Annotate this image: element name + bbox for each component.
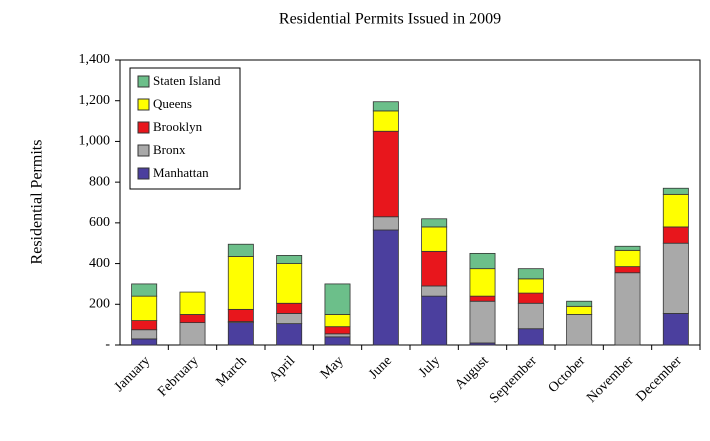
legend-label: Bronx — [153, 142, 186, 157]
y-tick-label: 1,000 — [79, 134, 111, 149]
bar-segment — [421, 218, 448, 228]
bar-segment — [614, 266, 641, 274]
bar-segment — [372, 110, 399, 132]
bar-segment — [614, 272, 641, 346]
bar-segment — [662, 193, 689, 228]
x-tick-label: September — [487, 353, 540, 406]
bar-segment — [517, 292, 544, 304]
bar-segment — [421, 295, 448, 346]
legend-label: Manhattan — [153, 165, 209, 180]
bar-segment — [469, 252, 496, 270]
bar-segment — [421, 226, 448, 252]
bar-segment — [517, 328, 544, 346]
bar-segment — [227, 243, 254, 257]
legend-swatch — [137, 75, 150, 88]
y-tick-label: 1,400 — [79, 52, 111, 67]
bar-segment — [276, 323, 303, 346]
bar-segment — [131, 338, 158, 346]
legend-label: Brooklyn — [153, 119, 203, 134]
bar-segment — [566, 305, 593, 315]
x-tick-label: October — [546, 353, 589, 396]
bar-segment — [324, 326, 351, 335]
x-tick-label: February — [155, 353, 201, 399]
legend-swatch — [137, 98, 150, 111]
x-tick-label: January — [112, 353, 153, 394]
bar-segment — [614, 249, 641, 268]
bar-segment — [469, 295, 496, 302]
bar-segment — [469, 268, 496, 297]
bar-segment — [324, 336, 351, 346]
bar-segment — [324, 333, 351, 338]
x-tick-label: August — [452, 353, 491, 392]
bar-segment — [662, 242, 689, 314]
bar-segment — [421, 250, 448, 287]
y-tick-label: 1,200 — [79, 93, 111, 108]
legend-swatch — [137, 121, 150, 134]
bar-segment — [131, 320, 158, 331]
bar-segment — [662, 187, 689, 195]
bar-segment — [276, 302, 303, 314]
bar-segment — [372, 101, 399, 112]
bar-segment — [421, 285, 448, 297]
bar-segment — [662, 313, 689, 346]
bar-segment — [179, 314, 206, 324]
bar-segment — [131, 283, 158, 297]
bar-segment — [372, 229, 399, 346]
bar-segment — [566, 314, 593, 346]
bar-segment — [276, 263, 303, 304]
bar-segment — [614, 245, 641, 251]
x-tick-label: July — [416, 353, 443, 380]
bar-segment — [227, 308, 254, 322]
y-tick-label: 400 — [89, 256, 110, 271]
legend-label: Staten Island — [153, 73, 221, 88]
bar-segment — [469, 300, 496, 344]
bar-segment — [131, 295, 158, 321]
x-tick-label: December — [634, 353, 686, 405]
x-tick-label: April — [267, 353, 299, 385]
bar-segment — [372, 130, 399, 218]
y-tick-label: 800 — [89, 174, 110, 189]
y-axis-label: Residential Permits — [29, 140, 46, 265]
bar-segment — [517, 268, 544, 280]
legend: Staten Island Queens Brooklyn Bronx Manhatta… — [129, 67, 241, 190]
bar-segment — [179, 322, 206, 346]
bar-segment — [324, 283, 351, 315]
bar-segment — [372, 216, 399, 231]
y-tick-label: 600 — [89, 215, 110, 230]
bar-segment — [662, 226, 689, 244]
legend-label: Queens — [153, 96, 192, 111]
legend-swatch — [137, 144, 150, 157]
x-tick-label: March — [213, 353, 249, 389]
x-tick-label: June — [366, 353, 395, 382]
x-tick-label: November — [584, 353, 637, 406]
bar-segment — [517, 302, 544, 330]
chart-title: Residential Permits Issued in 2009 — [279, 11, 501, 28]
y-tick-label: 200 — [89, 297, 110, 312]
bar-segment — [131, 329, 158, 340]
bar-segment — [276, 255, 303, 264]
bar-segment — [179, 291, 206, 315]
bar-segment — [227, 256, 254, 310]
x-tick-label: May — [318, 353, 347, 382]
legend-swatch — [137, 167, 150, 180]
bar-segment — [324, 314, 351, 328]
bar-segment — [566, 300, 593, 307]
bar-segment — [227, 322, 254, 346]
y-tick-label: - — [105, 337, 110, 352]
bar-segment — [276, 313, 303, 325]
bar-segment — [517, 278, 544, 294]
